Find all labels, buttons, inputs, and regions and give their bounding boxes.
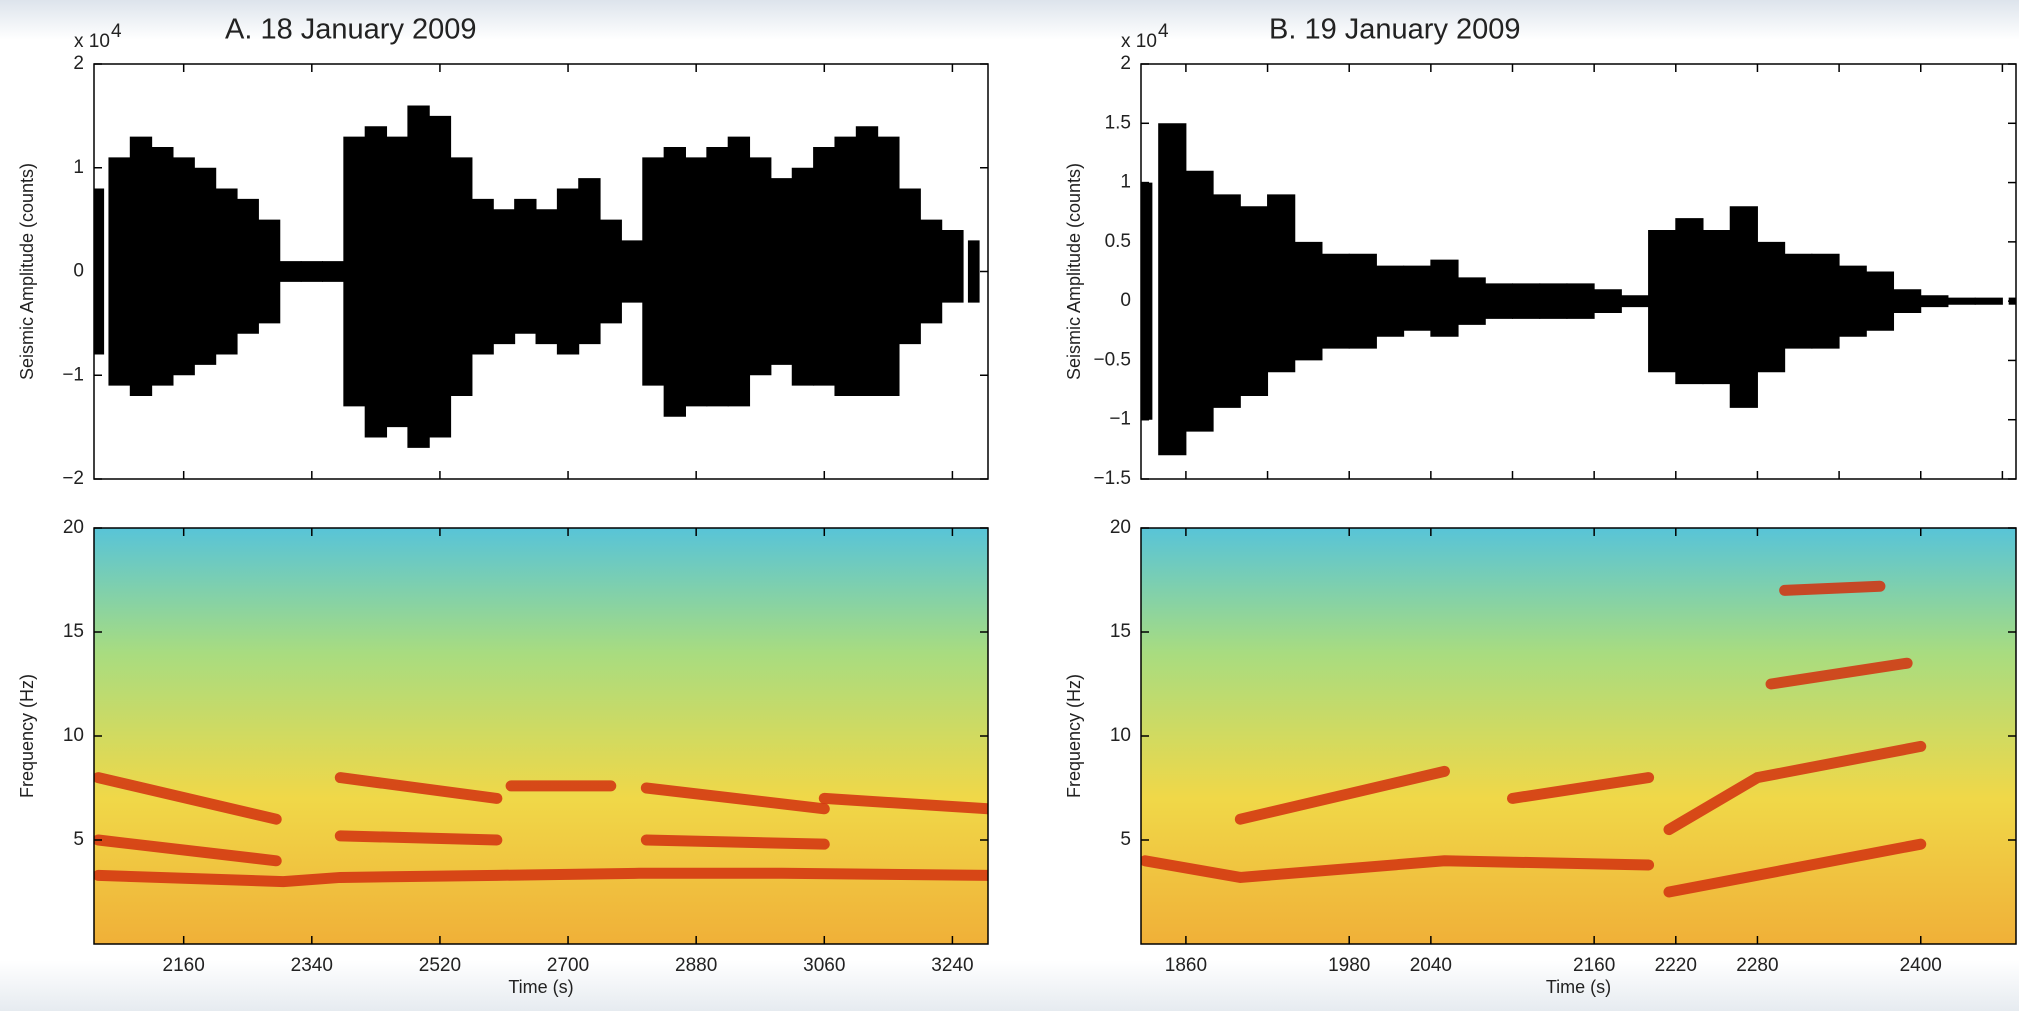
- y-tick-label: 15: [1110, 621, 1131, 642]
- multiplier: x 10: [1121, 31, 1157, 52]
- y-tick-label: 10: [1110, 725, 1131, 746]
- y-tick-label: 1.5: [1105, 112, 1131, 133]
- x-tick-label: 2280: [1736, 955, 1778, 976]
- y-tick-label: 1: [1120, 172, 1131, 193]
- x-tick-label: 1980: [1328, 955, 1370, 976]
- y-tick-label: 10: [63, 725, 84, 746]
- y-tick-label: 2: [1120, 53, 1131, 74]
- spectral-band: [94, 834, 282, 867]
- x-tick-label: 1860: [1165, 955, 1207, 976]
- y-axis-label: Frequency (Hz): [17, 674, 37, 798]
- y-tick-label: −1.5: [1093, 468, 1131, 489]
- x-tick-label: 2520: [419, 955, 461, 976]
- y-tick-label: 0: [73, 261, 84, 282]
- y-axis-label: Seismic Amplitude (counts): [17, 163, 37, 380]
- spectral-band: [1765, 657, 1913, 690]
- spectral-band: [94, 867, 988, 888]
- x-tick-label: 2040: [1410, 955, 1452, 976]
- spectral-band: [1234, 765, 1450, 825]
- x-tick-label: 2160: [163, 955, 205, 976]
- x-tick-label: 2400: [1900, 955, 1942, 976]
- y-tick-label: 0: [1120, 290, 1131, 311]
- plot-area: [1141, 64, 2016, 479]
- spectral-band: [640, 782, 830, 815]
- y-axis-label: Frequency (Hz): [1064, 674, 1084, 798]
- x-tick-label: 2700: [547, 955, 589, 976]
- multiplier: x 10: [74, 31, 110, 52]
- spectral-band: [818, 792, 988, 815]
- x-tick-label: 2880: [675, 955, 717, 976]
- x-tick-label: 2160: [1573, 955, 1615, 976]
- x-tick-label: 3240: [931, 955, 973, 976]
- y-tick-label: −1: [1109, 409, 1131, 430]
- spectral-band: [334, 830, 503, 846]
- y-tick-label: 1: [73, 157, 84, 178]
- y-tick-label: 5: [73, 829, 84, 850]
- x-axis-label: Time (s): [508, 977, 573, 997]
- y-tick-label: 5: [1120, 829, 1131, 850]
- multiplier-exponent: 4: [111, 21, 122, 42]
- spectral-band: [1141, 855, 1655, 883]
- y-tick-label: 0.5: [1105, 231, 1131, 252]
- y-tick-label: 20: [63, 517, 84, 538]
- spectral-band: [94, 772, 282, 825]
- y-tick-label: 20: [1110, 517, 1131, 538]
- x-tick-label: 2340: [291, 955, 333, 976]
- title: B. 19 January 2009: [1269, 14, 1521, 46]
- y-tick-label: −1: [62, 364, 84, 385]
- plot-area: [94, 64, 988, 479]
- y-tick-label: −2: [62, 468, 84, 489]
- title: A. 18 January 2009: [225, 14, 477, 46]
- y-tick-label: 15: [63, 621, 84, 642]
- plot-area: [1141, 528, 2016, 944]
- multiplier-exponent: 4: [1158, 21, 1169, 42]
- plot-frame: [1140, 63, 2017, 480]
- x-axis-label: Time (s): [1546, 977, 1611, 997]
- y-axis-label: Seismic Amplitude (counts): [1064, 163, 1084, 380]
- spectral-band: [640, 834, 830, 850]
- spectral-band: [334, 772, 503, 804]
- spectral-band: [1663, 740, 1927, 836]
- x-tick-label: 3060: [803, 955, 845, 976]
- spectral-band: [1663, 838, 1927, 898]
- spectral-band: [1507, 772, 1655, 804]
- y-tick-label: 2: [73, 53, 84, 74]
- x-tick-label: 2220: [1655, 955, 1697, 976]
- spectrogram-background: [1141, 528, 2016, 944]
- y-tick-label: −0.5: [1093, 349, 1131, 370]
- plot-area: [94, 528, 988, 944]
- spectral-band: [1779, 580, 1886, 596]
